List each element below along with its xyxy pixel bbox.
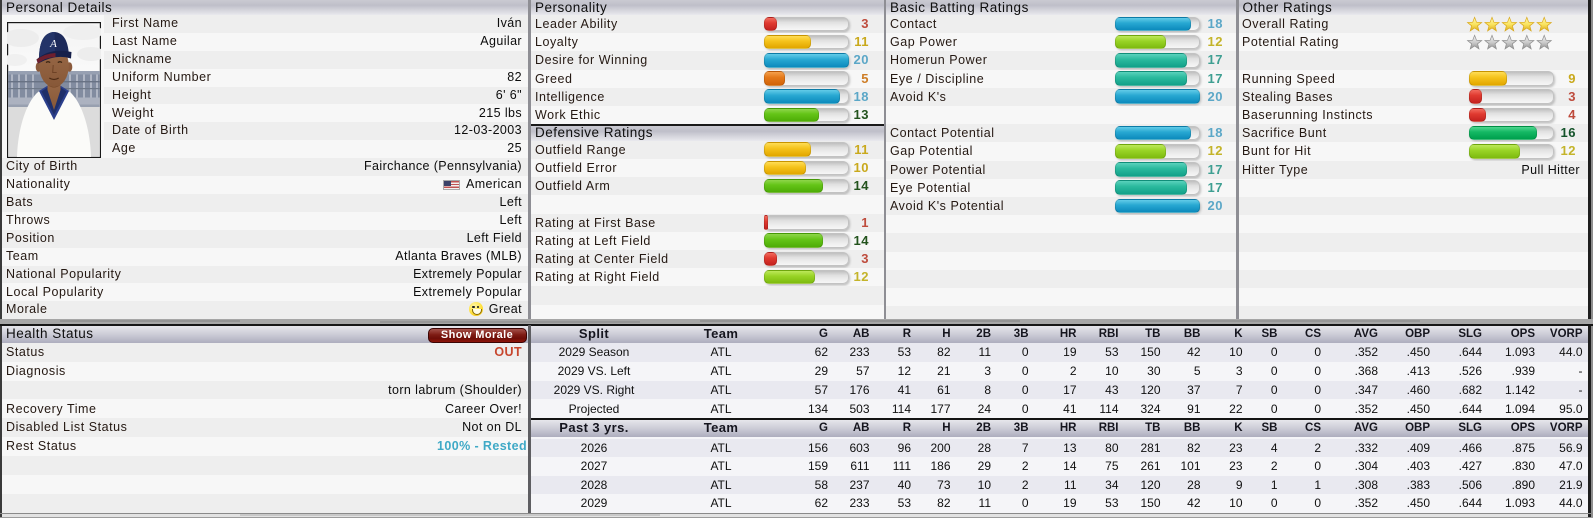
svg-text:A: A — [49, 38, 57, 50]
